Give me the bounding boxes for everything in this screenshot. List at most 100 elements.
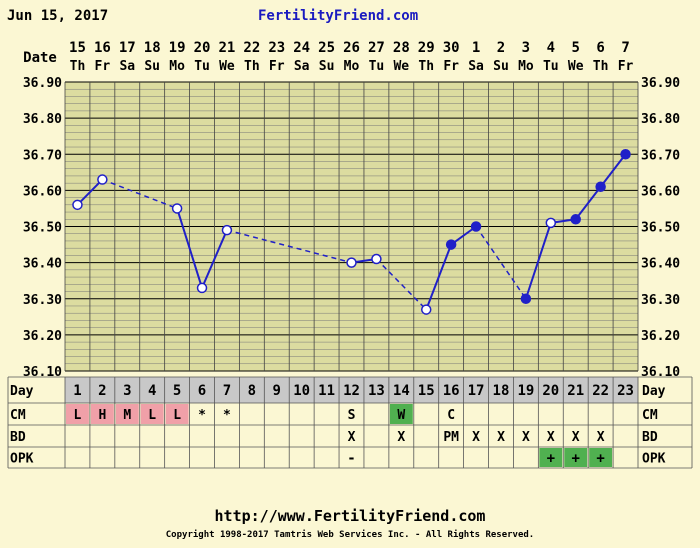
weekday-label: Tu xyxy=(369,59,385,74)
day-number: 6 xyxy=(198,383,206,399)
cm-value: S xyxy=(348,408,356,423)
cm-highlight xyxy=(389,404,413,424)
date-label: 28 xyxy=(393,40,410,56)
temperature-segment xyxy=(226,229,352,264)
date-label: 21 xyxy=(219,40,236,56)
bd-value: X xyxy=(522,430,530,445)
temperature-point xyxy=(445,239,457,250)
y-tick-label-right: 36.40 xyxy=(641,257,680,272)
y-tick-label-right: 36.80 xyxy=(641,112,680,127)
bd-value: PM xyxy=(443,430,459,445)
weekday-label: Tu xyxy=(194,59,210,74)
temperature-point xyxy=(545,217,557,229)
temperature-segment xyxy=(375,258,427,311)
temperature-point xyxy=(470,221,482,232)
cm-value: L xyxy=(74,408,82,423)
date-label: 3 xyxy=(522,40,530,56)
date-label: 5 xyxy=(571,40,579,56)
weekday-label: Su xyxy=(144,59,160,74)
bd-value: X xyxy=(547,430,555,445)
opk-value: + xyxy=(547,451,555,467)
day-number: 20 xyxy=(542,383,559,399)
temperature-point xyxy=(420,304,432,315)
day-number: 16 xyxy=(443,383,460,399)
y-tick-label-left: 36.60 xyxy=(23,184,62,199)
day-number: 9 xyxy=(273,383,281,399)
cm-value: * xyxy=(223,408,231,423)
cm-highlight xyxy=(115,404,139,424)
date-label: 18 xyxy=(144,40,161,56)
day-row-bg xyxy=(65,377,638,403)
table-row-label-right: Day xyxy=(642,384,666,399)
day-number: 2 xyxy=(98,383,106,399)
day-number: 5 xyxy=(173,383,181,399)
weekday-label: Fr xyxy=(443,59,459,74)
temperature-point xyxy=(97,174,108,185)
weekday-label: Su xyxy=(493,59,509,74)
opk-highlight xyxy=(539,448,563,467)
day-number: 10 xyxy=(293,383,310,399)
temperature-point xyxy=(570,214,581,225)
weekday-label: We xyxy=(219,59,235,74)
date-label: 16 xyxy=(94,40,111,56)
temperature-segment xyxy=(524,222,552,300)
weekday-label: Mo xyxy=(518,59,534,74)
temperature-point xyxy=(196,282,208,294)
opk-value: + xyxy=(571,451,579,467)
footer-url[interactable]: http://www.FertilityFriend.com xyxy=(214,507,486,525)
table-row-label-right: OPK xyxy=(642,452,666,467)
date-label: 15 xyxy=(69,40,86,56)
temperature-segment xyxy=(201,229,228,289)
y-tick-label-left: 36.30 xyxy=(23,293,62,308)
site-name[interactable]: FertilityFriend.com xyxy=(258,8,419,24)
day-number: 18 xyxy=(493,383,510,399)
temperature-point xyxy=(371,253,382,265)
cm-highlight xyxy=(165,404,189,424)
day-number: 17 xyxy=(468,383,485,399)
y-tick-label-left: 36.20 xyxy=(23,329,62,344)
weekday-label: Sa xyxy=(468,59,484,74)
y-tick-label-left: 36.10 xyxy=(23,365,62,380)
y-tick-label-right: 36.50 xyxy=(641,221,680,236)
bd-value: X xyxy=(472,430,480,445)
weekday-label: Mo xyxy=(344,59,360,74)
table-row-label-left: BD xyxy=(10,430,26,445)
cm-value: C xyxy=(447,408,455,423)
day-number: 19 xyxy=(517,383,534,399)
day-number: 13 xyxy=(368,383,385,399)
weekday-label: Th xyxy=(70,59,86,74)
y-tick-label-right: 36.90 xyxy=(641,76,680,91)
day-number: 22 xyxy=(592,383,609,399)
weekday-label: Th xyxy=(418,59,434,74)
y-tick-label-right: 36.10 xyxy=(641,365,680,380)
temperature-segment xyxy=(425,244,453,310)
y-tick-label-left: 36.50 xyxy=(23,221,62,236)
bd-value: X xyxy=(348,430,356,445)
temperature-point xyxy=(171,203,183,214)
date-row-label: Date xyxy=(23,50,57,66)
date-label: 20 xyxy=(194,40,211,56)
bd-value: X xyxy=(397,430,405,445)
day-number: 21 xyxy=(567,383,584,399)
y-tick-label-right: 36.20 xyxy=(641,329,680,344)
opk-highlight xyxy=(589,448,613,467)
temperature-segment xyxy=(574,186,602,220)
weekday-label: Fr xyxy=(618,59,634,74)
date-label: 2 xyxy=(497,40,505,56)
temperature-segment xyxy=(102,178,178,210)
temperature-segment xyxy=(475,226,527,300)
temperature-point xyxy=(620,149,631,160)
temperature-point xyxy=(595,181,606,193)
date-label: 6 xyxy=(596,40,604,56)
cm-highlight xyxy=(66,404,89,424)
date-label: 29 xyxy=(418,40,435,56)
cm-value: L xyxy=(173,408,181,423)
opk-value: + xyxy=(596,451,604,467)
date-label: 19 xyxy=(169,40,186,56)
y-tick-label-right: 36.60 xyxy=(641,184,680,199)
day-number: 4 xyxy=(148,383,156,399)
day-number: 14 xyxy=(393,383,410,399)
temperature-point xyxy=(520,293,532,304)
date-label: 26 xyxy=(343,40,360,56)
temperature-point xyxy=(221,224,233,236)
